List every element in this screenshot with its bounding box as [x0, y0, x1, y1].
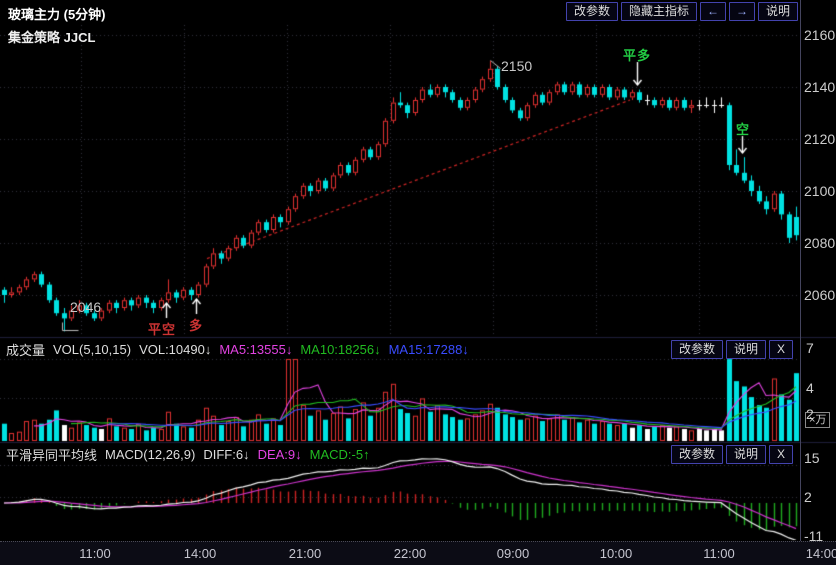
volume-close-button[interactable]: X: [768, 340, 793, 359]
volume-help-button[interactable]: 说明: [725, 340, 766, 359]
prev-arrow-button[interactable]: ←: [699, 2, 726, 21]
macd-close-button[interactable]: X: [768, 445, 793, 464]
macd-help-button[interactable]: 说明: [725, 445, 766, 464]
change-params-button[interactable]: 改参数: [565, 2, 618, 21]
hide-main-indicator-button[interactable]: 隐藏主指标: [620, 2, 697, 21]
volume-change-params-button[interactable]: 改参数: [670, 340, 723, 359]
next-arrow-button[interactable]: →: [728, 2, 755, 21]
help-button[interactable]: 说明: [757, 2, 798, 21]
macd-change-params-button[interactable]: 改参数: [670, 445, 723, 464]
